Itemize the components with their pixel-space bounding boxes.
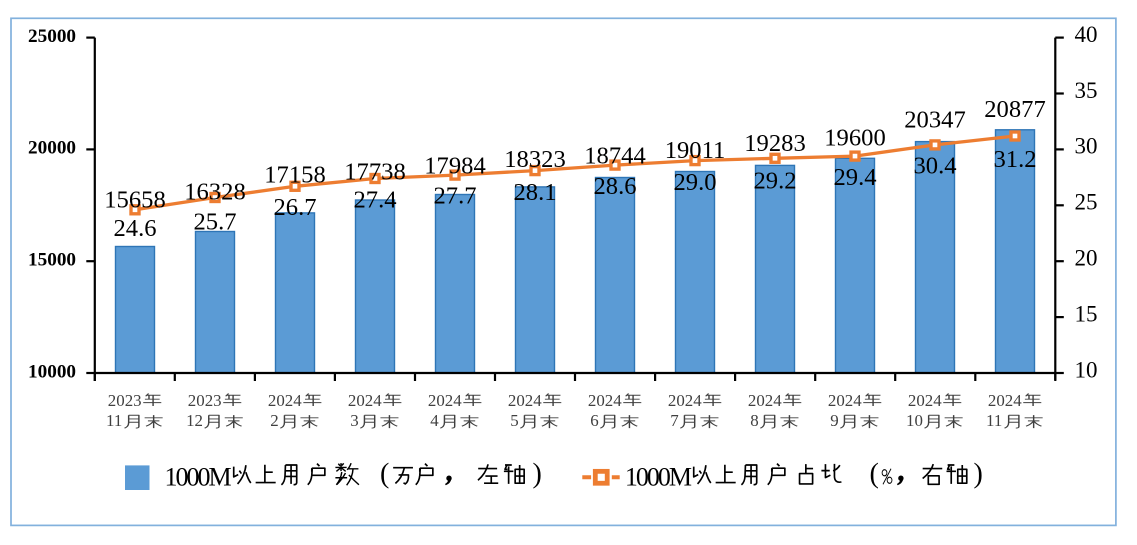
svg-text:15: 15 [1075,301,1098,326]
svg-text:20000: 20000 [28,138,76,159]
svg-text:28.1: 28.1 [513,179,556,206]
svg-text:15658: 15658 [104,186,165,213]
svg-text:27.7: 27.7 [433,182,476,209]
svg-text:18323: 18323 [504,146,565,173]
svg-text:26.7: 26.7 [273,194,316,221]
svg-text:11: 11 [106,411,122,430]
svg-text:2024: 2024 [908,391,942,410]
svg-text:7: 7 [670,411,678,430]
svg-text:10: 10 [1075,357,1098,382]
svg-text:25: 25 [1075,190,1098,215]
svg-text:2024: 2024 [668,391,702,410]
svg-text:4: 4 [430,411,439,430]
svg-text:(: ( [870,459,879,490]
svg-text:1000M: 1000M [165,462,232,491]
svg-text:30.4: 30.4 [913,153,956,180]
svg-text:25000: 25000 [28,26,76,47]
svg-text:29.2: 29.2 [753,168,796,195]
svg-text:19011: 19011 [665,137,726,164]
svg-text:2024: 2024 [748,391,782,410]
svg-text:17158: 17158 [264,162,325,189]
svg-text:10000: 10000 [28,361,76,382]
svg-text:2023: 2023 [108,391,142,410]
svg-text:29.0: 29.0 [673,169,716,196]
svg-text:2024: 2024 [348,391,382,410]
svg-text:5: 5 [510,411,518,430]
svg-text:2023: 2023 [188,391,222,410]
svg-text:2: 2 [270,411,278,430]
svg-text:19283: 19283 [744,130,805,157]
svg-text:10: 10 [906,411,923,430]
svg-text:25.7: 25.7 [193,209,236,236]
svg-text:6: 6 [590,411,598,430]
svg-text:): ) [974,459,983,490]
svg-text:2024: 2024 [508,391,542,410]
svg-text:40: 40 [1075,22,1098,47]
svg-text:(: ( [380,459,389,490]
svg-text:29.4: 29.4 [833,164,876,191]
svg-text:19600: 19600 [824,124,885,151]
svg-text:24.6: 24.6 [113,215,156,242]
svg-text:3: 3 [350,411,358,430]
svg-text:2024: 2024 [428,391,462,410]
svg-text:20877: 20877 [984,96,1045,123]
svg-text:17738: 17738 [344,159,405,186]
svg-text:2024: 2024 [828,391,862,410]
svg-text:30: 30 [1075,134,1098,159]
svg-text:12: 12 [186,411,203,430]
svg-text:18744: 18744 [584,142,645,169]
svg-text:27.4: 27.4 [353,186,396,213]
svg-text:8: 8 [750,411,758,430]
svg-text:16328: 16328 [184,178,245,205]
svg-text:15000: 15000 [28,250,76,271]
svg-text:11: 11 [986,411,1002,430]
svg-text:1000M: 1000M [625,462,692,491]
svg-text:9: 9 [830,411,838,430]
svg-text:31.2: 31.2 [993,146,1036,173]
svg-text:2024: 2024 [988,391,1022,410]
svg-text:): ) [533,459,542,490]
svg-text:2024: 2024 [588,391,622,410]
svg-text:20: 20 [1075,246,1098,271]
svg-text:35: 35 [1075,78,1098,103]
svg-text:17984: 17984 [424,153,485,180]
svg-text:2024: 2024 [268,391,302,410]
svg-text:28.6: 28.6 [593,173,636,200]
svg-text:20347: 20347 [904,107,965,134]
